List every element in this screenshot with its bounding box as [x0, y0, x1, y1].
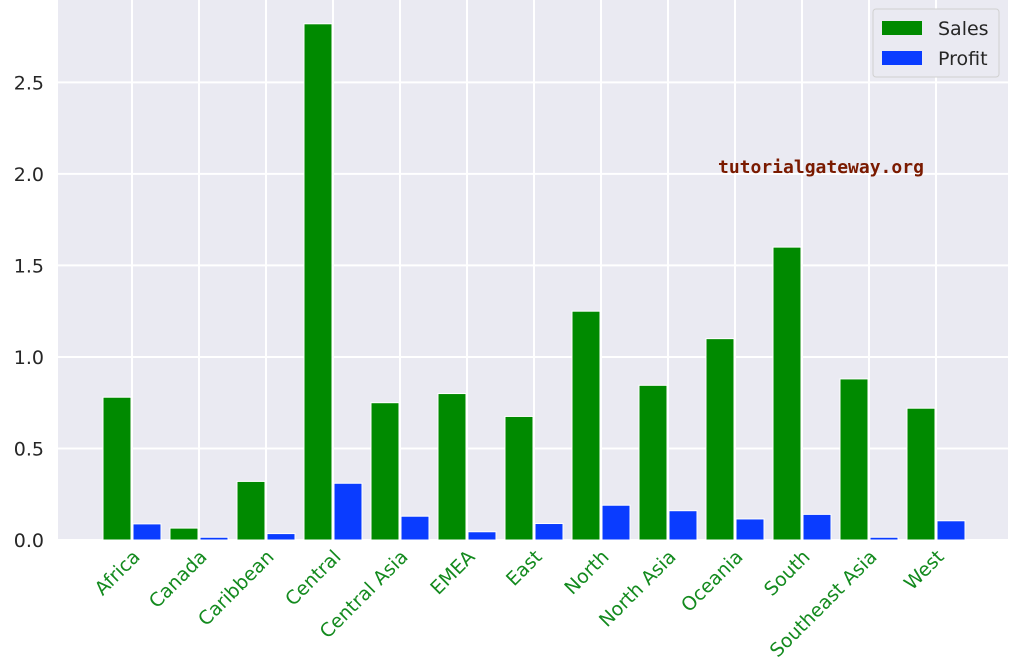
bar-sales-emea: [437, 393, 467, 541]
bar-profit-emea: [467, 531, 497, 541]
x-tick-label: Canada: [145, 546, 212, 613]
x-tick-label: East: [502, 546, 547, 591]
legend-swatch-profit: [882, 51, 922, 65]
y-tick-label: 2.5: [14, 72, 44, 94]
bar-sales-southeast-asia: [839, 378, 869, 541]
bar-profit-north-asia: [668, 510, 698, 541]
bar-profit-southeast-asia: [869, 536, 899, 541]
legend-label-sales: Sales: [938, 18, 989, 40]
bar-profit-south: [802, 513, 832, 541]
legend-swatch-sales: [882, 21, 922, 35]
bar-sales-oceania: [705, 338, 735, 541]
bar-profit-canada: [199, 536, 229, 541]
bar-sales-canada: [169, 527, 199, 541]
y-tick-label: 0.0: [14, 530, 44, 552]
legend: Sales Profit: [872, 8, 1000, 78]
bar-profit-north: [601, 504, 631, 541]
bar-sales-africa: [102, 396, 132, 541]
x-tick-label: North: [560, 546, 613, 599]
watermark: tutorialgateway.org: [718, 157, 924, 178]
x-tick-label: South: [760, 546, 815, 601]
bars: [102, 23, 966, 541]
x-tick-label: Central: [281, 546, 345, 610]
bar-profit-caribbean: [266, 533, 296, 541]
bar-sales-central-asia: [370, 402, 400, 541]
y-tick-label: 1.0: [14, 347, 44, 369]
bar-profit-central: [333, 482, 363, 541]
bar-profit-africa: [132, 523, 162, 541]
bar-profit-west: [936, 520, 966, 541]
y-tick-label: 1.5: [14, 255, 44, 277]
bar-sales-south: [772, 246, 802, 541]
bar-sales-north: [571, 310, 601, 541]
x-tick-label: West: [900, 546, 949, 595]
bar-profit-oceania: [735, 518, 765, 541]
y-tick-label: 2.0: [14, 164, 44, 186]
x-tick-label: Oceania: [677, 546, 748, 617]
legend-label-profit: Profit: [938, 48, 988, 70]
y-axis-ticks: 0.0 0.5 1.0 1.5 2.0 2.5: [14, 72, 44, 552]
x-tick-label: Africa: [91, 546, 145, 600]
bar-sales-west: [906, 407, 936, 541]
bar-sales-north-asia: [638, 384, 668, 541]
bar-profit-east: [534, 523, 564, 541]
x-tick-label: EMEA: [426, 546, 479, 599]
y-tick-label: 0.5: [14, 438, 44, 460]
bar-sales-east: [504, 415, 534, 541]
bar-sales-central: [303, 23, 333, 541]
bar-sales-caribbean: [236, 480, 266, 541]
bar-profit-central-asia: [400, 515, 430, 541]
